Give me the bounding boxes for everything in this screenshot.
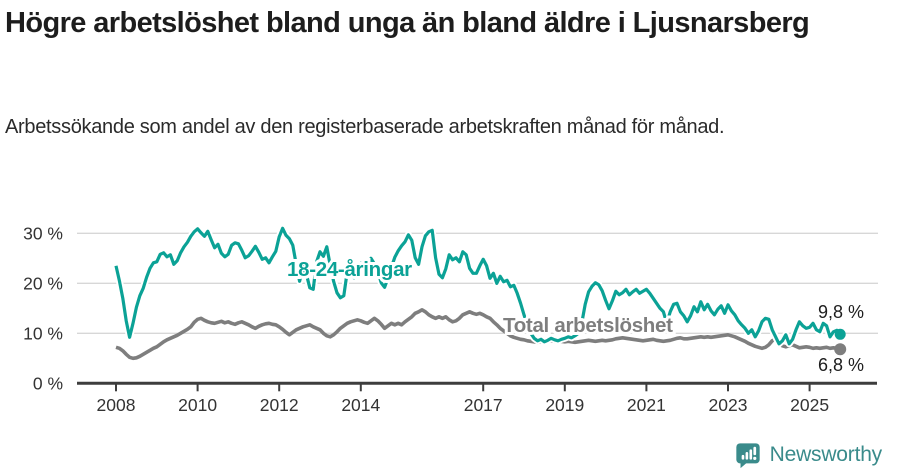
x-axis-tick-label: 2010 [178, 395, 217, 415]
series-label-total: Total arbetslöshet [503, 314, 673, 337]
x-axis-tick-label: 2023 [709, 395, 748, 415]
x-axis-tick-label: 2014 [341, 395, 380, 415]
end-value-label-total: 6,8 % [818, 355, 864, 375]
newsworthy-wordmark: Newsworthy [769, 443, 883, 466]
bar-medium [745, 452, 748, 460]
newsworthy-bubble-chart-icon [735, 443, 760, 469]
chart-title: Högre arbetslöshet bland unga än bland ä… [5, 7, 810, 39]
newsworthy-logo: Newsworthy [734, 441, 882, 469]
x-axis-tick-label: 2019 [545, 395, 584, 415]
x-axis-tick-label: 2012 [260, 395, 299, 415]
series-line-youth-halo [112, 224, 843, 348]
bar-tall [749, 449, 752, 460]
y-axis-tick-label: 30 % [23, 223, 63, 243]
x-axis-tick-label: 2017 [464, 395, 503, 415]
x-axis-tick-label: 2008 [97, 395, 136, 415]
y-axis-tick-label: 0 % [33, 373, 63, 393]
end-value-label-youth: 9,8 % [818, 302, 864, 322]
series-line-youth [114, 226, 842, 346]
x-axis-tick-label: 2021 [627, 395, 666, 415]
end-dot-youth [834, 328, 846, 340]
y-axis-tick-label: 10 % [23, 323, 63, 343]
bar-small [741, 454, 744, 460]
series-line-total [115, 308, 841, 361]
series-label-youth: 18-24-åringar [287, 258, 412, 281]
end-dot-total [834, 343, 847, 356]
chart-subtitle: Arbetssökande som andel av den registerb… [5, 116, 725, 138]
y-axis-tick-label: 20 % [23, 273, 63, 293]
exclamation-stem [753, 446, 756, 456]
exclamation-dot [752, 456, 756, 460]
x-axis-tick-label: 2025 [790, 395, 829, 415]
